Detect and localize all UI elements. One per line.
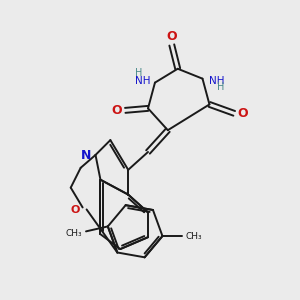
Text: O: O (111, 104, 122, 117)
Text: H: H (135, 68, 143, 78)
Text: H: H (217, 82, 224, 92)
Text: O: O (238, 107, 248, 120)
Text: N: N (80, 149, 91, 162)
Text: O: O (70, 206, 80, 215)
Text: NH: NH (208, 76, 224, 85)
Text: O: O (167, 30, 177, 43)
Text: NH: NH (135, 76, 151, 85)
Text: CH₃: CH₃ (66, 229, 83, 238)
Text: CH₃: CH₃ (186, 232, 202, 241)
